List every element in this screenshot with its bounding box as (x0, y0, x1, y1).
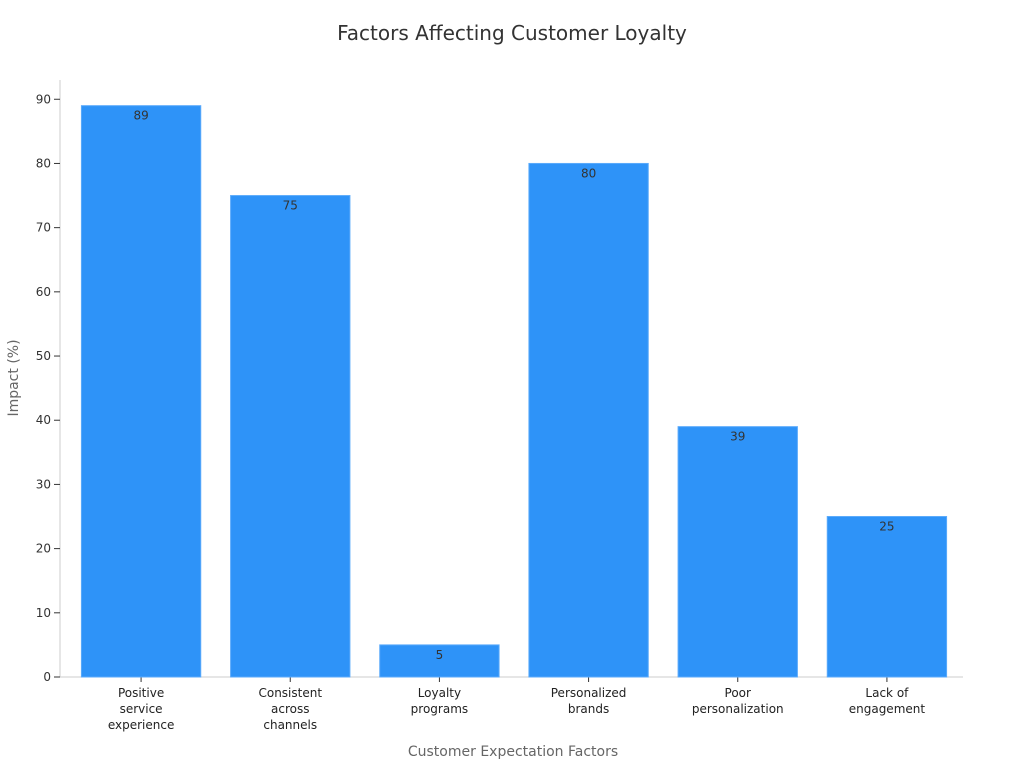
y-tick-label: 60 (36, 285, 51, 299)
y-tick-label: 30 (36, 477, 51, 491)
x-tick-label-line: Personalized (551, 686, 627, 700)
bar-value-label: 89 (133, 109, 148, 123)
bar (677, 426, 798, 678)
y-tick-label: 50 (36, 349, 51, 363)
bar (528, 162, 649, 678)
x-tick-label-line: Loyalty (418, 686, 461, 700)
x-tick-label: Personalized brands (551, 686, 627, 716)
y-tick-label: 10 (36, 606, 51, 620)
bar (379, 644, 500, 678)
x-tick-label-line: Positive (118, 686, 164, 700)
x-tick-label-line: channels (263, 718, 317, 732)
x-tick-label: Poor personalization (692, 686, 784, 716)
y-tick-label: 80 (36, 156, 51, 170)
x-tick-label-line: Lack of (865, 686, 909, 700)
y-tick-label: 70 (36, 221, 51, 235)
bar-value-label: 39 (730, 430, 745, 444)
bar-value-label: 25 (879, 520, 894, 534)
y-axis: 0 10 20 30 40 50 60 70 80 90 (36, 80, 61, 684)
bar-value-label: 75 (283, 199, 298, 213)
bars (80, 105, 948, 678)
x-tick-label-line: Consistent (258, 686, 322, 700)
bar-value-label: 80 (581, 166, 596, 180)
x-tick-label-line: service (120, 702, 163, 716)
y-axis-title: Impact (%) (6, 339, 22, 416)
x-tick-label: Consistent across channels (258, 686, 322, 732)
bar-value-label: 5 (436, 648, 444, 662)
data-labels: 89 75 5 80 39 25 (133, 109, 894, 662)
x-tick-label: Lack of engagement (849, 686, 926, 716)
y-tick-label: 40 (36, 413, 51, 427)
y-tick-label: 0 (43, 670, 51, 684)
bar (80, 105, 202, 678)
x-tick-label: Positive service experience (108, 686, 175, 732)
bar (826, 516, 948, 678)
chart-title: Factors Affecting Customer Loyalty (337, 21, 687, 45)
x-tick-label-line: brands (568, 702, 609, 716)
x-axis-title: Customer Expectation Factors (408, 744, 618, 760)
x-tick-label-line: across (271, 702, 309, 716)
x-tick-label-line: Poor (725, 686, 751, 700)
x-tick-label: Loyalty programs (411, 686, 468, 716)
x-tick-label-line: experience (108, 718, 175, 732)
x-axis: Positive service experience Consistent acros… (60, 676, 963, 732)
x-tick-label-line: programs (411, 702, 468, 716)
x-tick-label-line: personalization (692, 702, 784, 716)
x-tick-label-line: engagement (849, 702, 926, 716)
y-tick-label: 20 (36, 542, 51, 556)
y-tick-label: 90 (36, 92, 51, 106)
bar (230, 195, 351, 678)
